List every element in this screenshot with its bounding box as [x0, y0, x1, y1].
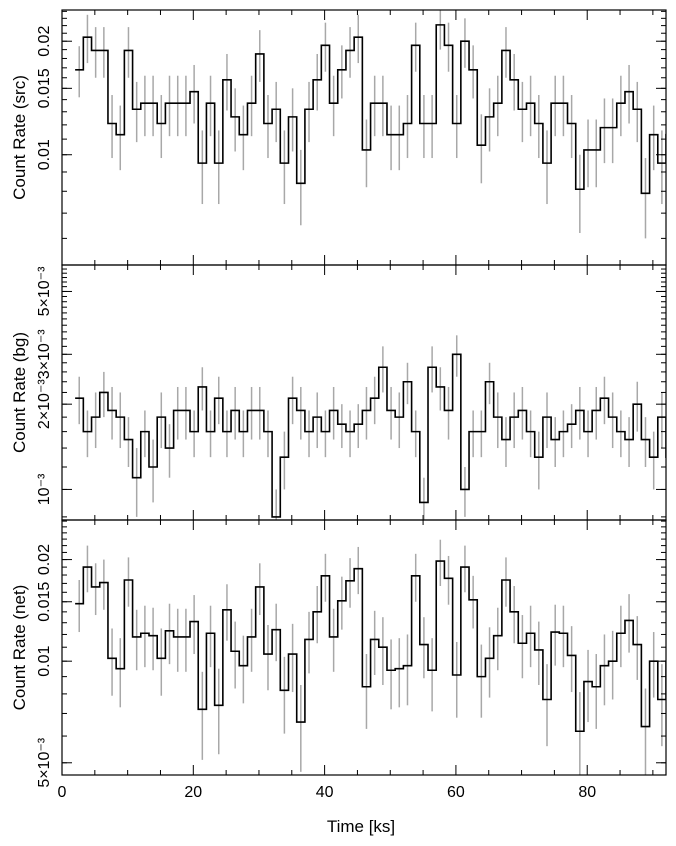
- bg-error-bars: [78, 335, 663, 520]
- net-y-tick-label: 5×10⁻³: [36, 737, 53, 787]
- bg-y-tick-label: 3×10⁻³: [36, 329, 53, 379]
- x-tick-labels: 0 20 40 60 80: [58, 784, 597, 801]
- net-y-tick-label: 0.015: [36, 582, 53, 622]
- net-y-tick-label: 0.01: [36, 646, 53, 677]
- src-y-ticks: 0.01 0.015 0.02: [36, 10, 666, 239]
- x-tick-label: 80: [578, 784, 596, 801]
- panel-net: 5×10⁻³ 0.01 0.015 0.02 Count Rate (net): [10, 519, 667, 788]
- x-tick-label: 0: [58, 784, 67, 801]
- src-y-tick-label: 0.015: [36, 68, 53, 108]
- bg-rate-curve: [75, 353, 666, 518]
- net-error-bars: [78, 539, 663, 775]
- net-y-axis-label: Count Rate (net): [10, 585, 29, 711]
- src-y-tick-label: 0.01: [36, 139, 53, 170]
- net-y-ticks: 5×10⁻³ 0.01 0.015 0.02: [36, 520, 666, 788]
- src-y-tick-label: 0.02: [36, 26, 53, 57]
- net-y-tick-label: 0.02: [36, 544, 53, 575]
- bg-y-ticks: 10⁻³ 2×10⁻³3×10⁻³ 5×10⁻³: [36, 264, 666, 518]
- net-rate-curve: [75, 560, 666, 733]
- bg-y-axis-label: Count Rate (bg): [10, 332, 29, 453]
- panel-src: 0.01 0.015 0.02 Count Rate (src): [10, 9, 667, 266]
- bg-y-tick-label: 10⁻³: [36, 473, 53, 505]
- src-y-axis-label: Count Rate (src): [10, 75, 29, 200]
- net-panel-frame: [61, 519, 667, 776]
- x-tick-label: 20: [184, 784, 202, 801]
- src-x-ticks: [61, 10, 654, 265]
- bg-y-tick-label: 5×10⁻³: [36, 266, 53, 316]
- src-error-bars: [78, 10, 663, 239]
- x-axis-label: Time [ks]: [327, 817, 395, 836]
- x-tick-label: 60: [447, 784, 465, 801]
- x-tick-label: 40: [316, 784, 334, 801]
- bg-y-tick-label: 2×10⁻³: [36, 379, 53, 429]
- src-rate-curve: [75, 24, 666, 195]
- panel-bg: 10⁻³ 2×10⁻³3×10⁻³ 5×10⁻³ Count Rate (bg): [10, 264, 667, 521]
